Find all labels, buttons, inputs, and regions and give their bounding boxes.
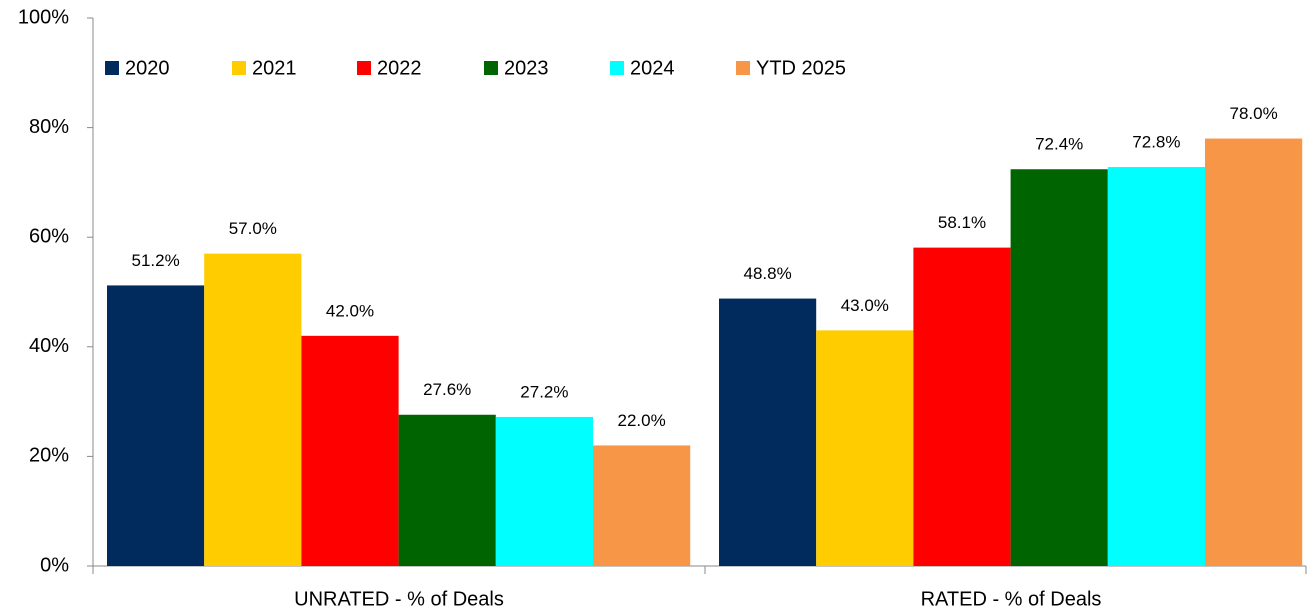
legend-label: 2020 [125,57,170,79]
bar [1107,167,1205,566]
bar [913,247,1011,566]
value-label: 58.1% [938,213,986,232]
bar [107,285,205,566]
y-tick-label: 20% [29,445,69,467]
x-tick-label: RATED - % of Deals [921,588,1102,610]
bar [398,414,496,566]
legend-label: 2021 [252,57,297,79]
value-label: 72.8% [1132,133,1180,152]
bar [301,335,399,566]
legend-swatch [736,61,750,75]
y-tick-label: 80% [29,116,69,138]
bar [495,416,593,566]
value-label: 27.2% [520,382,568,401]
x-tick-label: UNRATED - % of Deals [294,588,504,610]
bar [1010,169,1108,567]
y-tick-label: 60% [29,225,69,247]
value-label: 57.0% [229,219,277,238]
legend-swatch [484,61,498,75]
legend-swatch [105,61,119,75]
bar [593,445,691,566]
y-tick-label: 100% [18,6,69,28]
bar [719,298,817,566]
value-label: 42.0% [326,301,374,320]
bar [816,330,914,566]
bar [1205,138,1303,566]
value-label: 48.8% [743,264,791,283]
value-label: 51.2% [131,251,179,270]
value-label: 78.0% [1229,104,1277,123]
legend-label: 2022 [377,57,422,79]
legend-label: 2023 [504,57,549,79]
legend-label: YTD 2025 [756,57,846,79]
value-label: 27.6% [423,380,471,399]
bar [204,253,302,566]
y-tick-label: 0% [40,554,69,576]
legend-swatch [610,61,624,75]
value-label: 43.0% [841,296,889,315]
legend-label: 2024 [630,57,675,79]
y-tick-label: 40% [29,335,69,357]
value-label: 22.0% [617,411,665,430]
value-label: 72.4% [1035,135,1083,154]
legend-swatch [357,61,371,75]
legend-swatch [232,61,246,75]
